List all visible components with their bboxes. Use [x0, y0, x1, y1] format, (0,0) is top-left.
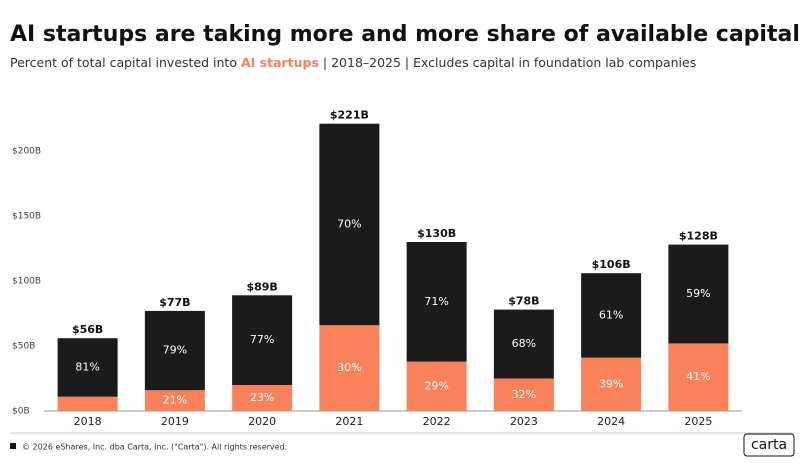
total-label: $77B [159, 296, 190, 309]
bar-segment [493, 378, 554, 411]
bar-segment [668, 343, 729, 411]
footer: © 2026 eShares, Inc. dba Carta, Inc. ("C… [22, 443, 287, 452]
x-tick-label: 2020 [248, 415, 276, 428]
total-label: $221B [330, 109, 369, 122]
share-label: 39% [599, 377, 623, 390]
bar-segment [57, 338, 118, 397]
share-label: 68% [512, 337, 536, 350]
share-label: 71% [424, 295, 448, 308]
bar-segment [581, 273, 642, 358]
logo: carta [751, 437, 787, 453]
x-tick-label: 2023 [510, 415, 538, 428]
total-label: $56B [72, 323, 103, 336]
bar-segment [406, 242, 467, 362]
subtitle-text: Percent of total capital invested into [10, 55, 241, 70]
share-label: 29% [424, 379, 448, 392]
y-tick-label: $0B [12, 407, 30, 417]
footer-square [10, 443, 16, 449]
bar-segment [668, 244, 729, 344]
share-label: 30% [337, 361, 361, 374]
subtitle-highlight: AI startups [241, 55, 319, 70]
share-label: 79% [163, 344, 187, 357]
x-tick-label: 2018 [74, 415, 102, 428]
bar-segment [144, 390, 205, 411]
x-tick-label: 2024 [597, 415, 625, 428]
share-label: 23% [250, 391, 274, 404]
bar-segment [406, 361, 467, 411]
bar-segment [319, 123, 380, 326]
share-label: 81% [75, 360, 99, 373]
y-tick-label: $150B [12, 212, 41, 222]
share-label: 41% [686, 370, 710, 383]
y-tick-label: $100B [12, 277, 41, 287]
total-label: $106B [592, 258, 631, 271]
share-label: 59% [686, 287, 710, 300]
bar-segment [144, 310, 205, 391]
y-tick-label: $200B [12, 147, 41, 157]
x-tick-label: 2019 [161, 415, 189, 428]
share-label: 77% [250, 333, 274, 346]
y-tick-label: $50B [12, 342, 35, 352]
bar-segment [493, 309, 554, 379]
x-tick-label: 2022 [423, 415, 451, 428]
x-tick-label: 2025 [684, 415, 712, 428]
total-label: $89B [246, 280, 277, 293]
total-label: $128B [679, 230, 718, 243]
bar-segment [581, 357, 642, 411]
chart-title: AI startups are taking more and more sha… [10, 22, 800, 47]
share-label: 70% [337, 217, 361, 230]
share-label: 32% [512, 388, 536, 401]
chart-subtitle: Percent of total capital invested into A… [10, 55, 696, 70]
bar-segment [232, 295, 293, 385]
total-label: $130B [417, 227, 456, 240]
bar-segment [232, 385, 293, 411]
x-tick-label: 2021 [335, 415, 363, 428]
bar-segment [319, 325, 380, 411]
total-label: $78B [508, 295, 539, 308]
share-label: 21% [163, 394, 187, 407]
bar-segment [57, 396, 118, 411]
logo-box [743, 433, 795, 457]
subtitle-text: | 2018–2025 | Excludes capital in founda… [319, 55, 696, 70]
share-label: 61% [599, 308, 623, 321]
